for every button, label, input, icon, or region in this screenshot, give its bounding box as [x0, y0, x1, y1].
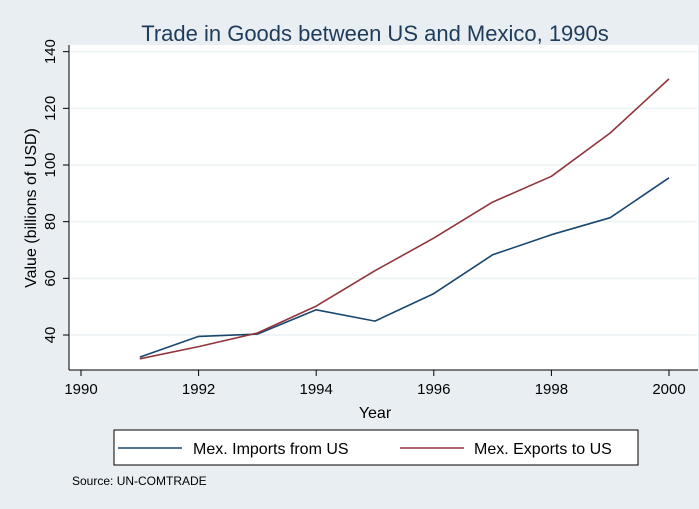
x-tick-label: 1998 — [535, 381, 568, 398]
y-tick-label: 80 — [42, 213, 59, 230]
x-tick-label: 1992 — [182, 381, 215, 398]
y-tick-label: 100 — [42, 152, 59, 177]
x-axis-title: Year — [359, 405, 392, 422]
x-tick-label: 1990 — [64, 381, 97, 398]
legend-box — [113, 429, 639, 466]
series-lines — [139, 78, 670, 360]
legend: Mex. Imports from US Mex. Exports to US — [113, 429, 639, 466]
y-tick-label: 120 — [42, 96, 59, 121]
x-tick-label: 1996 — [417, 381, 450, 398]
legend-label-2: Mex. Exports to US — [474, 441, 612, 458]
x-tick-label: 2000 — [652, 381, 685, 398]
y-tick-label: 40 — [42, 327, 59, 344]
series-line-2 — [139, 78, 670, 360]
series-line-1 — [139, 177, 670, 358]
axes: 40 60 80 100 120 140 1990 1992 1994 1996 1998 2000 — [42, 39, 698, 398]
legend-label-1: Mex. Imports from US — [193, 441, 349, 458]
gridlines — [70, 50, 697, 336]
plot-area — [69, 45, 698, 370]
x-tick-label: 1994 — [300, 381, 333, 398]
y-tick-label: 140 — [42, 39, 59, 64]
source-note: Source: UN-COMTRADE — [72, 474, 207, 488]
y-axis-title: Value (billions of USD) — [23, 128, 40, 288]
y-tick-label: 60 — [42, 270, 59, 287]
chart-title: Trade in Goods between US and Mexico, 19… — [141, 21, 609, 46]
